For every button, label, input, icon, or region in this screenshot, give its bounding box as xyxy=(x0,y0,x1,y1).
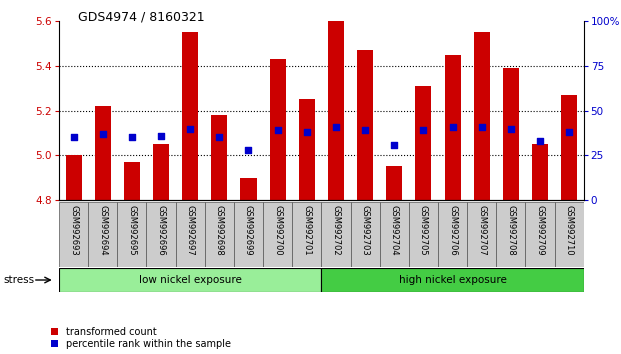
Text: GDS4974 / 8160321: GDS4974 / 8160321 xyxy=(78,11,204,24)
Point xyxy=(156,133,166,138)
Text: GSM992705: GSM992705 xyxy=(419,205,428,256)
Point xyxy=(506,126,516,131)
Point xyxy=(97,131,107,137)
Text: GSM992706: GSM992706 xyxy=(448,205,457,256)
Bar xyxy=(555,202,584,267)
Bar xyxy=(503,68,519,200)
Bar xyxy=(328,21,344,200)
Text: GSM992707: GSM992707 xyxy=(477,205,486,256)
Bar xyxy=(474,33,490,200)
Point xyxy=(302,129,312,135)
Text: GSM992709: GSM992709 xyxy=(535,205,545,256)
Text: GSM992695: GSM992695 xyxy=(127,205,137,256)
Text: GSM992697: GSM992697 xyxy=(186,205,194,256)
Bar xyxy=(322,202,350,267)
Bar xyxy=(467,202,496,267)
Text: GSM992708: GSM992708 xyxy=(506,205,515,256)
Bar xyxy=(532,144,548,200)
Point xyxy=(477,124,487,130)
Text: GSM992698: GSM992698 xyxy=(215,205,224,256)
Text: GSM992710: GSM992710 xyxy=(564,205,574,256)
Text: GSM992702: GSM992702 xyxy=(332,205,340,256)
Bar xyxy=(205,202,234,267)
Text: GSM992694: GSM992694 xyxy=(98,205,107,256)
Point xyxy=(127,135,137,140)
Text: GSM992696: GSM992696 xyxy=(156,205,166,256)
Bar xyxy=(350,202,379,267)
Bar xyxy=(147,202,176,267)
Bar xyxy=(270,59,286,200)
Point xyxy=(448,124,458,130)
Bar xyxy=(322,268,584,292)
Point xyxy=(68,135,78,140)
Bar xyxy=(292,202,322,267)
Legend: transformed count, percentile rank within the sample: transformed count, percentile rank withi… xyxy=(52,327,231,349)
Point xyxy=(273,127,283,133)
Bar xyxy=(88,202,117,267)
Bar xyxy=(240,178,256,200)
Point xyxy=(419,127,428,133)
Bar xyxy=(124,162,140,200)
Bar xyxy=(176,202,205,267)
Text: low nickel exposure: low nickel exposure xyxy=(138,275,242,285)
Bar xyxy=(117,202,147,267)
Text: stress: stress xyxy=(3,275,34,285)
Bar xyxy=(59,268,322,292)
Text: high nickel exposure: high nickel exposure xyxy=(399,275,507,285)
Bar xyxy=(234,202,263,267)
Bar xyxy=(379,202,409,267)
Point xyxy=(185,126,195,131)
Bar xyxy=(409,202,438,267)
Bar xyxy=(357,50,373,200)
Text: GSM992704: GSM992704 xyxy=(390,205,399,256)
Bar xyxy=(153,144,169,200)
Point xyxy=(564,129,574,135)
Point xyxy=(243,147,253,153)
Bar xyxy=(299,99,315,200)
Text: GSM992699: GSM992699 xyxy=(244,205,253,256)
Bar xyxy=(415,86,432,200)
Bar xyxy=(525,202,555,267)
Text: GSM992700: GSM992700 xyxy=(273,205,282,256)
Bar xyxy=(66,155,81,200)
Bar xyxy=(445,55,461,200)
Bar xyxy=(211,115,227,200)
Bar xyxy=(386,166,402,200)
Bar xyxy=(496,202,525,267)
Bar xyxy=(59,202,88,267)
Bar xyxy=(95,106,111,200)
Bar xyxy=(561,95,577,200)
Text: GSM992693: GSM992693 xyxy=(69,205,78,256)
Text: GSM992703: GSM992703 xyxy=(361,205,369,256)
Point xyxy=(360,127,370,133)
Point xyxy=(331,124,341,130)
Bar xyxy=(438,202,467,267)
Point xyxy=(214,135,224,140)
Point xyxy=(535,138,545,144)
Point xyxy=(389,142,399,147)
Text: GSM992701: GSM992701 xyxy=(302,205,311,256)
Bar xyxy=(263,202,292,267)
Bar xyxy=(182,33,198,200)
